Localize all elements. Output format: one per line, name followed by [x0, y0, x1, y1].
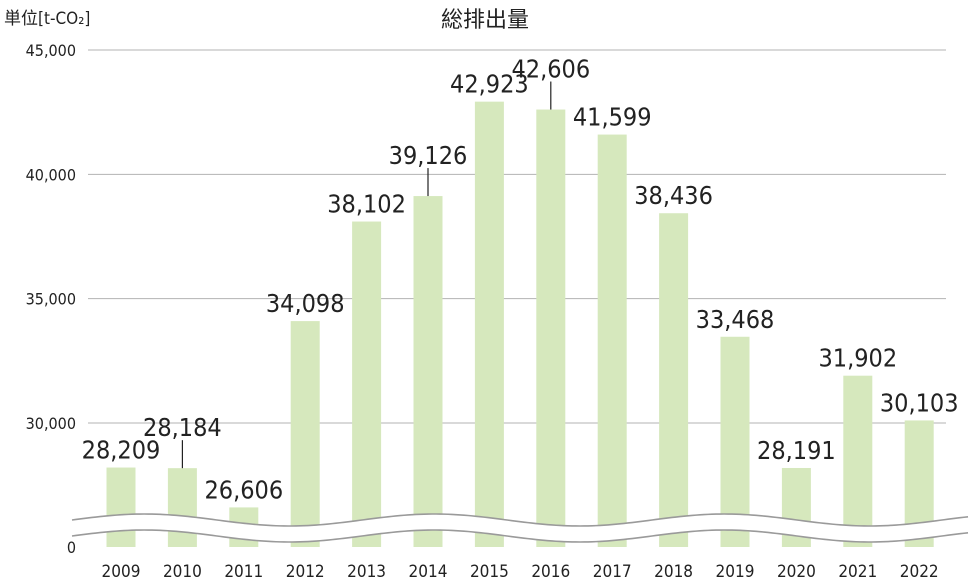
- x-tick-label-2012: 2012: [286, 562, 325, 582]
- unit-label: 単位[t-CO₂]: [4, 4, 90, 29]
- data-label-2018: 38,436: [634, 181, 713, 210]
- bar-2016: [536, 109, 566, 548]
- x-tick-label-2018: 2018: [654, 562, 693, 582]
- axis-break: [71, 513, 969, 543]
- x-tick-label-2009: 2009: [102, 562, 141, 582]
- break-line-bottom: [71, 529, 969, 543]
- x-tick-label-2019: 2019: [716, 562, 755, 582]
- x-tick-label-2020: 2020: [777, 562, 816, 582]
- data-label-2021: 31,902: [818, 344, 897, 373]
- x-tick-label-2021: 2021: [838, 562, 877, 582]
- data-label-2017: 41,599: [573, 103, 652, 132]
- data-label-2022: 30,103: [880, 388, 959, 417]
- bar-2019: [720, 336, 750, 547]
- x-tick-label-2013: 2013: [347, 562, 386, 582]
- x-tick-label-2017: 2017: [593, 562, 632, 582]
- x-tick-label-2014: 2014: [409, 562, 448, 582]
- break-line-top: [71, 513, 969, 527]
- bar-2013: [352, 221, 382, 547]
- x-tick-labels: 2009 2010 2011 2012 2013 2014 2015 2016 2017 2018…: [102, 562, 939, 582]
- grid-lines: [88, 49, 946, 424]
- x-tick-label-2011: 2011: [224, 562, 263, 582]
- chart-title: 総排出量: [440, 8, 529, 33]
- bar-2021: [843, 375, 873, 547]
- x-tick-label-2022: 2022: [900, 562, 939, 582]
- bar-2009: [106, 467, 136, 547]
- y-tick-label: 30,000: [26, 414, 76, 433]
- bar-2010: [167, 468, 197, 547]
- y-tick-label: 45,000: [26, 41, 76, 60]
- data-label-2013: 38,102: [327, 190, 406, 219]
- bar-2012: [290, 321, 320, 547]
- bars: [106, 101, 934, 548]
- bar-2015: [474, 101, 504, 547]
- break-band: [72, 514, 968, 542]
- data-label-2011: 26,606: [204, 475, 283, 504]
- unit-label-text: 単位[t-CO₂]: [4, 9, 91, 29]
- y-tick-label: 35,000: [26, 290, 76, 309]
- data-label-2015: 42,923: [450, 70, 529, 99]
- data-label-2020: 28,191: [757, 436, 836, 465]
- data-label-2012: 34,098: [266, 289, 345, 318]
- x-tick-label-2015: 2015: [470, 562, 509, 582]
- bar-2018: [659, 213, 689, 547]
- y-tick-labels: 0 30,000 35,000 40,000 45,000: [26, 41, 76, 557]
- y-tick-label: 40,000: [26, 165, 76, 184]
- y-tick-label: 0: [67, 538, 76, 557]
- x-tick-label-2016: 2016: [531, 562, 570, 582]
- data-label-2014: 39,126: [389, 141, 468, 170]
- data-label-2016: 42,606: [511, 55, 590, 84]
- data-label-2010: 28,184: [143, 413, 222, 442]
- data-label-2009: 28,209: [82, 436, 161, 465]
- x-tick-label-2010: 2010: [163, 562, 202, 582]
- bar-2014: [413, 196, 443, 547]
- data-label-2019: 33,468: [696, 305, 775, 334]
- bar-2017: [597, 134, 627, 547]
